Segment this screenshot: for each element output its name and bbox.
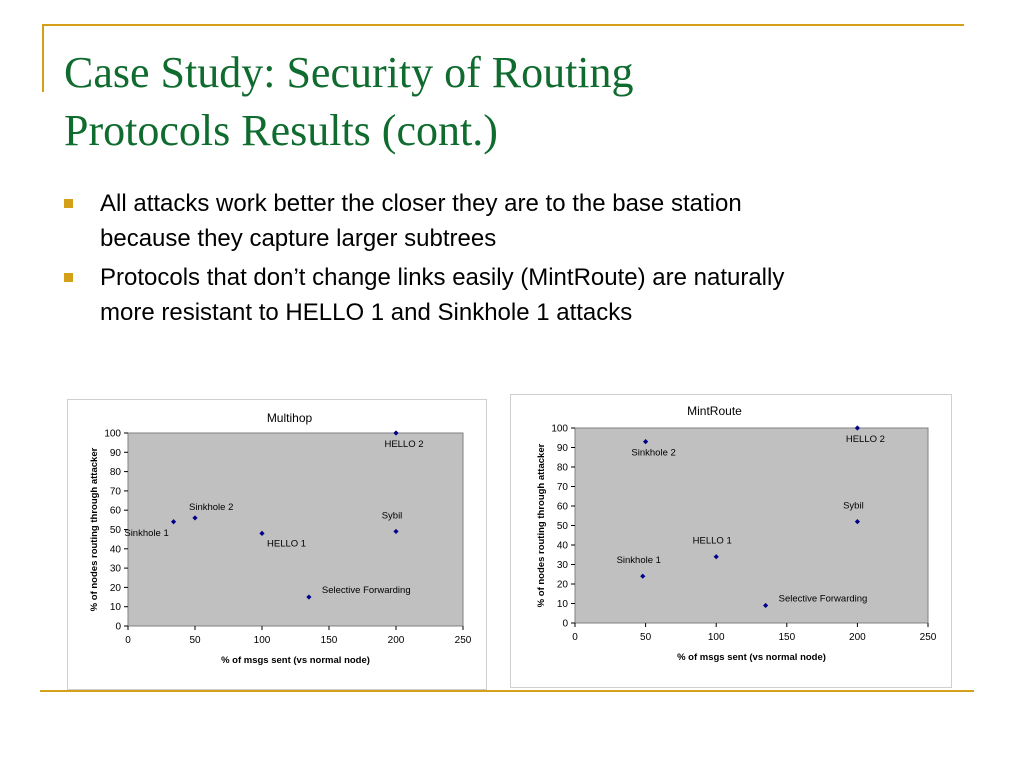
y-tick-label: 60 — [110, 506, 122, 517]
data-point-marker — [854, 425, 860, 431]
y-tick-label: 30 — [557, 560, 569, 571]
y-tick-label: 50 — [110, 525, 122, 536]
data-point-label: Selective Forwarding — [322, 585, 411, 596]
y-axis-label: % of nodes routing through attacker — [536, 443, 547, 607]
bullet-item: All attacks work better the closer they … — [62, 186, 962, 256]
y-tick-label: 100 — [551, 424, 568, 435]
y-tick-label: 90 — [110, 448, 122, 459]
x-tick-label: 100 — [254, 635, 271, 646]
y-tick-label: 90 — [557, 443, 569, 454]
data-point-marker — [713, 554, 719, 560]
mintroute-chart-svg: MintRoute 0 10 20 30 40 50 60 70 80 90 100 0 50 100 150… — [536, 404, 937, 663]
x-tick-label: 0 — [572, 632, 578, 643]
bottom-accent-line — [40, 690, 974, 692]
left-accent-line — [42, 24, 44, 92]
y-tick-label: 30 — [110, 564, 122, 575]
data-point-label: HELLO 2 — [384, 439, 423, 450]
data-point-label: HELLO 2 — [846, 434, 885, 445]
x-tick-label: 50 — [189, 635, 201, 646]
y-tick-label: 70 — [110, 486, 122, 497]
data-point-marker — [763, 602, 769, 609]
multihop-chart-svg: Multihop 0 10 20 30 40 50 60 70 80 90 100 0 50 100 150 2… — [89, 411, 472, 666]
slide-title-line: Case Study: Security of Routing — [64, 48, 634, 97]
data-point-label: Sybil — [843, 501, 864, 512]
square-bullet-icon — [64, 199, 73, 208]
y-tick-label: 50 — [557, 521, 569, 532]
top-accent-line — [42, 24, 964, 26]
y-tick-label: 20 — [110, 583, 122, 594]
y-tick-label: 20 — [557, 580, 569, 591]
bullet-text-line: All attacks work better the closer they … — [100, 190, 742, 217]
plot-area — [574, 427, 929, 624]
bullet-item: Protocols that don’t change links easily… — [62, 260, 962, 330]
y-tick-label: 70 — [557, 482, 569, 493]
data-point-label: Selective Forwarding — [779, 593, 868, 604]
mintroute-chart: MintRoute 0 10 20 30 40 50 60 70 80 90 100 0 50 100 150… — [510, 394, 952, 688]
x-tick-label: 200 — [388, 635, 405, 646]
multihop-chart: Multihop 0 10 20 30 40 50 60 70 80 90 100 0 50 100 150 2… — [67, 399, 487, 690]
y-tick-label: 40 — [110, 544, 122, 555]
slide-title: Case Study: Security of Routing Protocol… — [64, 44, 964, 160]
data-point-marker — [393, 430, 399, 436]
y-tick-label: 40 — [557, 541, 569, 552]
x-tick-label: 150 — [321, 635, 338, 646]
data-point-marker — [393, 528, 399, 535]
data-point-marker — [640, 573, 646, 579]
y-tick-label: 0 — [115, 622, 121, 633]
y-tick-label: 80 — [110, 467, 122, 478]
data-point-label: Sinkhole 1 — [124, 528, 168, 539]
data-point-marker — [170, 519, 177, 525]
x-tick-label: 100 — [708, 632, 725, 643]
y-axis-label: % of nodes routing through attacker — [89, 447, 100, 611]
y-tick-label: 0 — [562, 619, 568, 630]
x-tick-label: 250 — [920, 632, 937, 643]
data-point-label: Sinkhole 2 — [631, 448, 675, 459]
chart-title: Multihop — [267, 411, 313, 425]
bullet-text-line: more resistant to HELLO 1 and Sinkhole 1… — [100, 299, 633, 326]
y-tick-label: 10 — [110, 602, 122, 613]
bullet-text-line: because they capture larger subtrees — [100, 225, 497, 252]
chart-title: MintRoute — [687, 404, 742, 418]
y-tick-label: 100 — [104, 429, 121, 440]
data-point-label: Sinkhole 1 — [617, 555, 661, 566]
x-tick-label: 0 — [125, 635, 131, 646]
data-point-label: Sinkhole 2 — [189, 502, 233, 513]
x-tick-label: 250 — [455, 635, 472, 646]
x-tick-label: 150 — [778, 632, 795, 643]
data-point-marker — [259, 530, 265, 536]
data-point-label: HELLO 1 — [693, 536, 732, 547]
x-tick-label: 50 — [640, 632, 652, 643]
bullet-text-line: Protocols that don’t change links easily… — [100, 264, 785, 291]
square-bullet-icon — [64, 273, 73, 282]
plot-area — [127, 432, 464, 627]
bullet-list: All attacks work better the closer they … — [62, 186, 962, 334]
y-tick-label: 80 — [557, 463, 569, 474]
x-tick-label: 200 — [849, 632, 866, 643]
x-axis-label: % of msgs sent (vs normal node) — [221, 655, 370, 666]
data-point-marker — [854, 519, 860, 525]
slide-title-line: Protocols Results (cont.) — [64, 106, 498, 155]
y-tick-label: 10 — [557, 599, 569, 610]
y-tick-label: 60 — [557, 502, 569, 513]
x-axis-label: % of msgs sent (vs normal node) — [677, 652, 826, 663]
data-point-label: Sybil — [382, 510, 403, 521]
data-point-label: HELLO 1 — [267, 538, 306, 549]
